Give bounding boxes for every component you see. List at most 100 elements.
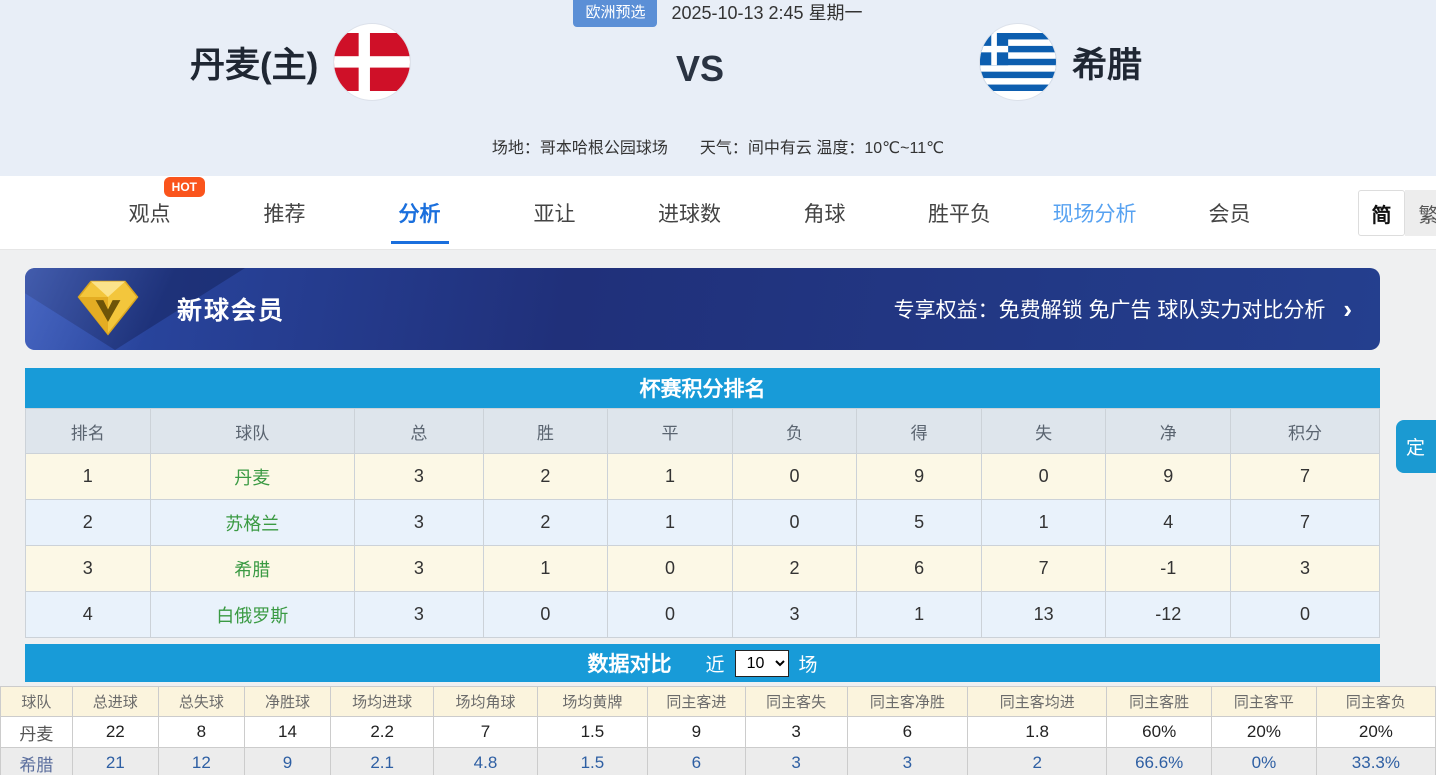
standings-row: 3 希腊 3 1 0 2 6 7 -1 3 (25, 545, 1380, 592)
table-cell: 8 (157, 716, 245, 748)
table-cell: 3 (354, 591, 484, 638)
column-header: 球队 (149, 408, 356, 454)
nav-tab[interactable]: 胜平负 (892, 198, 1027, 228)
comparison-table: 球队 总进球 总失球 净胜球 场均进球 场均角球 场均黄牌 同主客进 同主客失 同主客净胜 同主客均… (0, 686, 1436, 775)
nav-tab[interactable]: 现场分析 (1027, 198, 1162, 228)
table-cell: 9 (647, 716, 746, 748)
matches-count-select[interactable]: 10 (734, 649, 789, 677)
table-cell: 3 (744, 747, 848, 775)
side-floating-button[interactable]: 定 (1396, 420, 1436, 473)
comparison-row: 希腊 21 12 9 2.1 4.8 1.5 6 3 3 2 66.6% 0% 33.3% (0, 747, 1436, 775)
nav-tab-label: 现场分析 (1052, 202, 1137, 226)
table-cell: 0 (1230, 591, 1380, 638)
table-cell: 1 (980, 499, 1107, 546)
column-header: 同主客失 (744, 686, 848, 717)
vip-membership-banner[interactable]: 新球会员 专享权益：免费解锁 免广告 球队实力对比分析 › (25, 268, 1380, 350)
match-datetime: 2025-10-13 2:45 星期一 (671, 2, 863, 23)
table-cell: 9 (243, 747, 332, 775)
column-header: 总进球 (71, 686, 159, 717)
comparison-header-row: 球队 总进球 总失球 净胜球 场均进球 场均角球 场均黄牌 同主客进 同主客失 同主客净胜 同主客均… (0, 686, 1436, 717)
language-toggle: 简 繁 (1358, 190, 1436, 236)
standings-row: 2 苏格兰 3 2 1 0 5 1 4 7 (25, 499, 1380, 546)
lang-simplified-button[interactable]: 简 (1358, 190, 1405, 236)
table-cell: 3 (354, 453, 484, 500)
vs-label: VS (675, 48, 725, 89)
table-cell: 希腊 (149, 545, 356, 592)
nav-tab[interactable]: 分析 (352, 198, 487, 228)
column-header: 场均黄牌 (536, 686, 649, 717)
nav-tab[interactable]: 观点 HOT (82, 176, 217, 228)
column-header: 排名 (25, 408, 151, 454)
column-header: 同主客负 (1315, 686, 1436, 717)
nav-tab[interactable]: 角球 (757, 198, 892, 228)
table-cell: 4 (1105, 499, 1232, 546)
league-badge: 欧洲预选 (573, 0, 658, 27)
column-header: 同主客进 (647, 686, 746, 717)
table-cell: 66.6% (1106, 747, 1213, 775)
nav-tab[interactable]: 会员 (1162, 198, 1297, 228)
column-header: 同主客平 (1211, 686, 1317, 717)
vip-benefits-text: 专享权益：免费解锁 免广告 球队实力对比分析 (893, 299, 1326, 322)
column-header: 净胜球 (243, 686, 332, 717)
nav-tab-label: 胜平负 (928, 202, 991, 226)
column-header: 失 (980, 408, 1107, 454)
standings-table: 排名 球队总胜平负得失净积分 1 丹麦 3 2 1 0 9 0 9 7 2 苏格兰 3 2 1 0 5 1 4 7 3 希腊… (25, 408, 1380, 638)
table-cell: 7 (433, 716, 538, 748)
standings-title: 杯赛积分排名 (639, 378, 766, 401)
table-cell: 33.3% (1315, 747, 1436, 775)
column-header: 同主客胜 (1106, 686, 1213, 717)
standings-row: 4 白俄罗斯 3 0 0 3 1 13 -12 0 (25, 591, 1380, 638)
table-cell: 12 (157, 747, 245, 775)
table-cell: 2 (482, 499, 609, 546)
hot-badge: HOT (163, 176, 205, 197)
table-cell: 1.8 (967, 716, 1108, 748)
column-header: 总失球 (157, 686, 245, 717)
nav-tab-label: 会员 (1208, 202, 1251, 226)
standings-title-bar: 杯赛积分排名 (25, 368, 1380, 408)
table-cell: 1.5 (536, 716, 649, 748)
table-cell: 0% (1211, 747, 1317, 775)
table-cell: 0 (980, 453, 1107, 500)
table-cell: 4 (25, 591, 151, 638)
table-cell: 5 (856, 499, 982, 546)
table-cell: 1 (25, 453, 151, 500)
table-cell: 20% (1315, 716, 1436, 748)
table-cell: 0 (607, 591, 733, 638)
nav-tab[interactable]: 进球数 (622, 198, 757, 228)
column-header: 积分 (1230, 408, 1380, 454)
nav-tab[interactable]: 推荐 (217, 198, 352, 228)
table-cell: -1 (1105, 545, 1232, 592)
table-cell: 2 (731, 545, 858, 592)
column-header: 得 (856, 408, 982, 454)
venue-weather-line: 场地：哥本哈根公园球场 天气：间中有云 温度：10℃~11℃ (491, 140, 945, 157)
table-cell: 9 (1105, 453, 1232, 500)
table-cell: 7 (980, 545, 1107, 592)
column-header: 平 (607, 408, 733, 454)
column-header: 球队 (0, 686, 73, 717)
column-header: 场均角球 (433, 686, 538, 717)
table-cell: 3 (731, 591, 858, 638)
table-cell: 0 (607, 545, 733, 592)
table-cell: 苏格兰 (149, 499, 356, 546)
table-cell: 3 (846, 747, 969, 775)
nav-tab[interactable]: 亚让 (487, 198, 622, 228)
table-cell: 1 (607, 499, 733, 546)
denmark-flag-icon (334, 24, 411, 100)
table-cell: 1 (482, 545, 609, 592)
standings-row: 1 丹麦 3 2 1 0 9 0 9 7 (25, 453, 1380, 500)
table-cell: 0 (731, 453, 858, 500)
nav-tab-label: 角球 (803, 202, 846, 226)
chevron-right-icon: › (1343, 293, 1352, 324)
column-header: 场均进球 (330, 686, 435, 717)
table-cell: 4.8 (433, 747, 538, 775)
near-label: 近 (705, 654, 725, 676)
games-label: 场 (798, 654, 818, 676)
table-cell: 丹麦 (149, 453, 356, 500)
table-cell: 0 (731, 499, 858, 546)
home-team-name: 丹麦(主) (190, 45, 319, 85)
away-team-name: 希腊 (1072, 45, 1143, 85)
lang-traditional-button[interactable]: 繁 (1405, 190, 1436, 236)
table-cell: 14 (243, 716, 332, 748)
table-cell: 2.1 (330, 747, 435, 775)
comparison-title-bar: 数据对比 近 10 场 (25, 644, 1380, 682)
